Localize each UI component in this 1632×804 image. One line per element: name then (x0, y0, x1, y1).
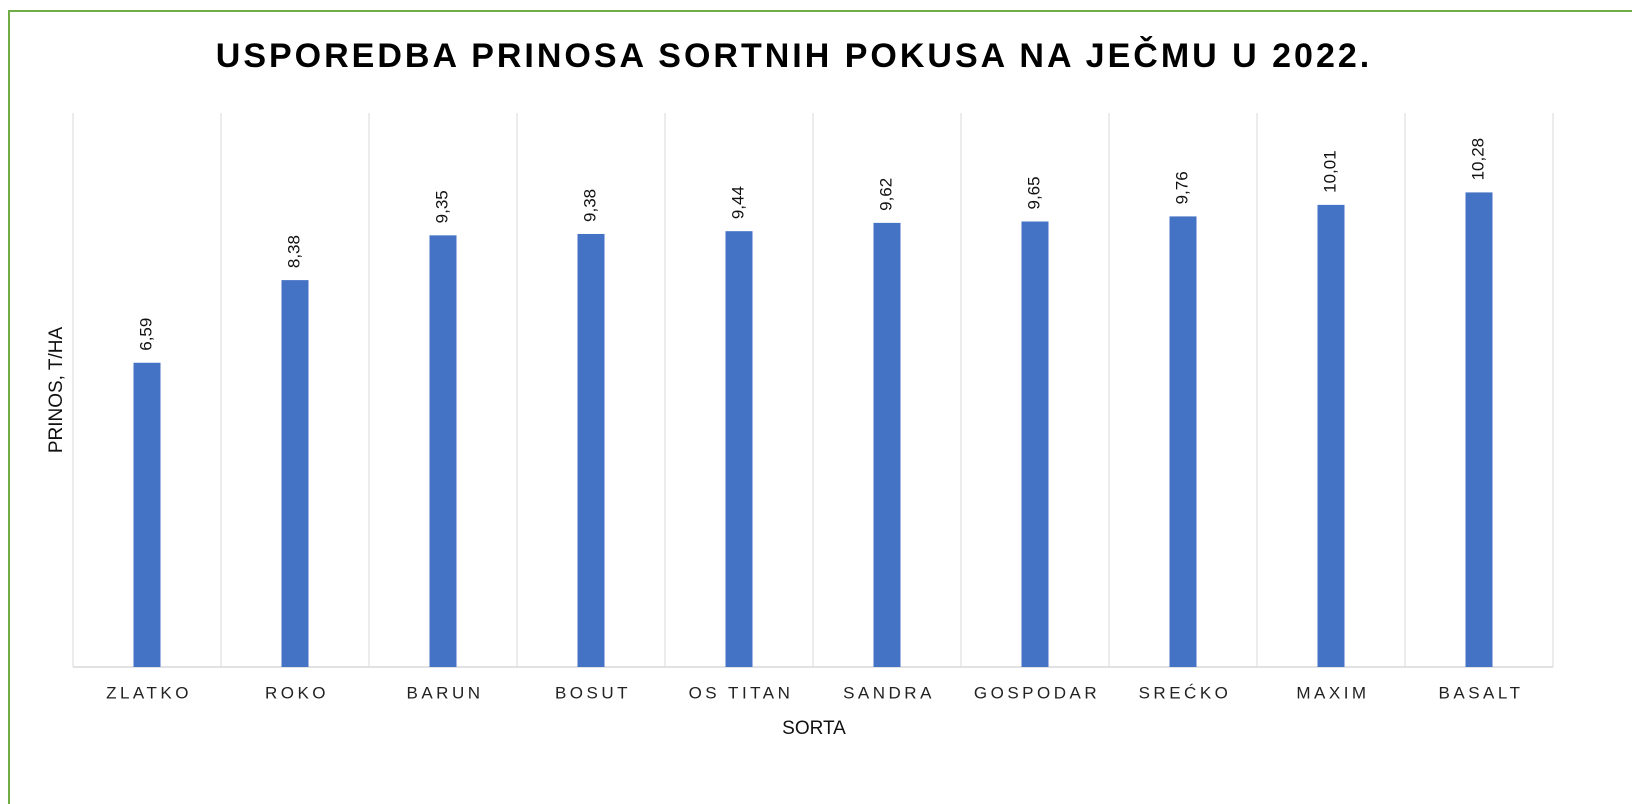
x-tick-label: ROKO (265, 683, 329, 702)
x-tick-label: BASALT (1439, 683, 1524, 702)
bar (873, 222, 901, 668)
bar (577, 233, 605, 667)
bar (1465, 192, 1493, 667)
data-label: 9,44 (728, 186, 747, 219)
data-label: 10,28 (1468, 138, 1487, 181)
bar (133, 362, 161, 667)
bar (281, 280, 309, 667)
bar (429, 235, 457, 667)
data-label: 8,38 (284, 235, 303, 268)
bar (1021, 221, 1049, 667)
chart-title: USPOREDBA PRINOSA SORTNIH POKUSA NA JEČM… (216, 36, 1372, 75)
x-tick-label: SANDRA (843, 683, 935, 702)
x-tick-label: OS TITAN (689, 683, 794, 702)
bar (725, 231, 753, 668)
x-tick-label: BARUN (406, 683, 483, 702)
data-label: 6,59 (136, 318, 155, 351)
x-tick-label: MAXIM (1296, 683, 1369, 702)
data-label: 10,01 (1320, 150, 1339, 193)
chart-border (8, 10, 1632, 804)
data-label: 9,38 (580, 189, 599, 222)
x-axis-title: SORTA (782, 718, 846, 739)
data-label: 9,65 (1024, 176, 1043, 209)
x-tick-label: ZLATKO (106, 683, 192, 702)
y-axis-title: PRINOS, T/HA (46, 327, 67, 454)
bar (1317, 204, 1345, 667)
data-label: 9,62 (876, 178, 895, 211)
x-tick-label: SREĆKO (1139, 683, 1232, 702)
data-label: 9,76 (1172, 171, 1191, 204)
x-tick-label: BOSUT (555, 683, 631, 702)
data-label: 9,35 (432, 190, 451, 223)
x-tick-label: GOSPODAR (974, 683, 1100, 702)
bar (1169, 216, 1197, 667)
